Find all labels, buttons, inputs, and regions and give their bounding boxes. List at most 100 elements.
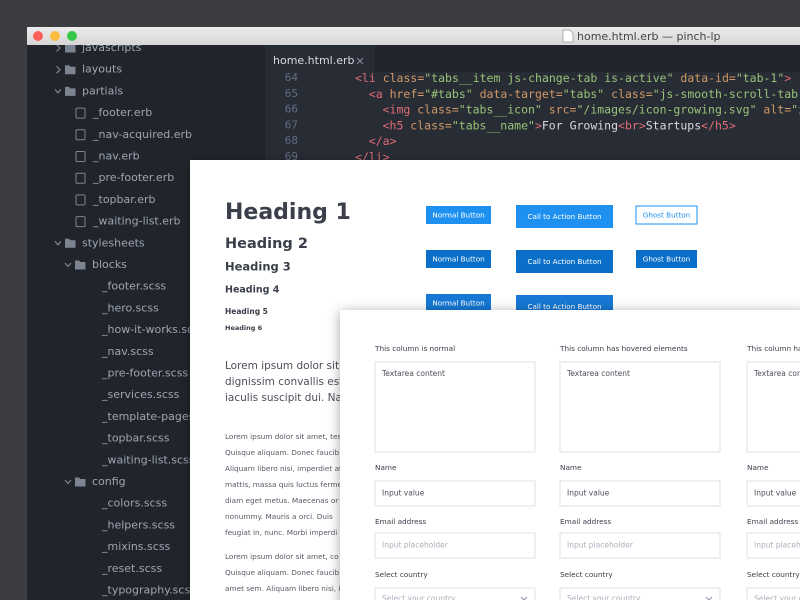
input[interactable] — [559, 532, 721, 559]
button-label[interactable]: Normal Button — [432, 255, 484, 264]
button[interactable] — [635, 205, 698, 225]
textarea[interactable] — [746, 361, 800, 453]
disclosure-arrow[interactable] — [64, 479, 72, 485]
code-token: class= — [403, 118, 452, 132]
file-name[interactable]: _nav.scss — [101, 345, 154, 358]
field-label: This column has — [746, 344, 800, 353]
select-placeholder[interactable]: Select your country — [567, 594, 641, 600]
button-label[interactable]: Ghost Button — [643, 255, 690, 264]
input[interactable] — [374, 532, 536, 559]
select[interactable] — [374, 587, 536, 600]
file-name[interactable]: _footer.erb — [92, 106, 152, 119]
form: This column is normal Textarea content Nam… — [374, 344, 800, 600]
tab[interactable] — [265, 45, 375, 72]
tab-label[interactable]: home.html.erb — [273, 54, 355, 67]
button[interactable] — [636, 250, 697, 268]
folder-name[interactable]: config — [92, 475, 126, 488]
code-area: 64 <li class="tabs__item js-change-tab is… — [285, 71, 800, 164]
file-name[interactable]: _waiting-list.erb — [92, 215, 181, 228]
disclosure-arrow[interactable] — [54, 89, 62, 94]
select[interactable] — [746, 587, 800, 600]
file-name[interactable]: _pre-footer.erb — [92, 171, 174, 184]
file-name[interactable]: _topbar.scss — [101, 432, 170, 445]
select[interactable] — [559, 587, 721, 600]
file-name[interactable]: _reset.scss — [101, 562, 162, 575]
input[interactable] — [746, 532, 800, 559]
select-placeholder[interactable]: Select your country — [754, 594, 800, 600]
minimize-button[interactable] — [50, 31, 60, 41]
document-icon — [562, 29, 574, 43]
open-folder-icon — [65, 238, 76, 248]
field-label: Email address — [375, 517, 426, 526]
button-label[interactable]: Call to Action Button — [527, 257, 601, 266]
code-token: href= — [383, 86, 425, 100]
window-title: home.html.erb — pinch-lp — [577, 30, 721, 43]
textarea[interactable] — [559, 361, 721, 453]
disclosure-arrow[interactable] — [56, 44, 61, 52]
input-placeholder[interactable]: Input placeholder — [754, 541, 800, 550]
body-line: Lorem ipsum dolor sit amet, tes — [225, 432, 342, 441]
input[interactable] — [374, 480, 536, 507]
textarea-text[interactable]: Textarea content — [381, 369, 445, 378]
file-icon — [75, 151, 86, 162]
button[interactable] — [426, 294, 491, 312]
input[interactable] — [746, 480, 800, 507]
file-icon — [75, 194, 86, 206]
folder-name[interactable]: partials — [82, 84, 123, 97]
button-label[interactable]: Normal Button — [432, 211, 484, 220]
file-name[interactable]: _nav.erb — [92, 150, 140, 163]
zoom-button[interactable] — [67, 31, 77, 41]
textarea[interactable] — [374, 361, 536, 453]
button[interactable] — [426, 250, 491, 268]
folder-name[interactable]: blocks — [92, 258, 127, 271]
file-name[interactable]: _services.scss — [101, 388, 180, 401]
body-line: Lorem ipsum dolor sit amet, co — [225, 552, 339, 561]
file-name[interactable]: _pre-footer.scss — [101, 367, 188, 380]
file-name[interactable]: _nav-acquired.erb — [92, 128, 192, 141]
input-value[interactable]: Input value — [382, 489, 425, 498]
line-number: 66 — [285, 103, 298, 116]
input[interactable] — [559, 480, 721, 507]
file-name[interactable]: _topbar.erb — [92, 193, 156, 206]
file-name[interactable]: _hero.scss — [101, 301, 159, 314]
input-placeholder[interactable]: Input placeholder — [567, 541, 634, 550]
button-label[interactable]: Ghost Button — [643, 211, 690, 220]
disclosure-arrow[interactable] — [54, 240, 62, 246]
code-token: class= — [410, 102, 459, 116]
button-label[interactable]: Call to Action Button — [527, 302, 601, 311]
button[interactable] — [516, 250, 613, 273]
field-label: Email address — [560, 517, 611, 526]
file-name[interactable]: _helpers.scss — [101, 518, 175, 531]
file-name[interactable]: _typography.scss — [101, 584, 196, 597]
file-name[interactable]: _colors.scss — [101, 497, 167, 510]
file-name[interactable]: _how-it-works.scss — [101, 323, 205, 336]
select-placeholder[interactable]: Select your country — [382, 594, 456, 600]
disclosure-arrow[interactable] — [56, 65, 61, 74]
file-name[interactable]: _waiting-list.scss — [101, 453, 195, 466]
folder-name[interactable]: layouts — [82, 63, 122, 76]
folder-name[interactable]: stylesheets — [82, 236, 145, 249]
textarea-text[interactable]: Textarea content — [566, 369, 630, 378]
code-line: <li class="tabs__item js-change-tab is-a… — [355, 71, 791, 85]
code-token: alt= — [757, 102, 792, 116]
code-line: <img class="tabs__icon" src="/images/ico… — [383, 102, 800, 116]
code-token: <h5 — [383, 118, 404, 132]
heading: Heading 3 — [225, 260, 291, 274]
input-placeholder[interactable]: Input placeholder — [382, 541, 449, 550]
disclosure-arrow[interactable] — [64, 262, 72, 268]
input-value[interactable]: Input value — [754, 489, 797, 498]
button[interactable] — [426, 206, 491, 224]
file-name[interactable]: _footer.scss — [101, 280, 166, 293]
code-token: "tabs__name" — [452, 118, 535, 132]
input-value[interactable]: Input value — [567, 489, 610, 498]
button-label[interactable]: Normal Button — [432, 299, 484, 308]
button[interactable] — [516, 205, 613, 228]
tab-close[interactable] — [356, 57, 364, 65]
textarea-text[interactable]: Textarea content — [753, 369, 800, 378]
file-name[interactable]: _mixins.scss — [101, 540, 171, 553]
close-button[interactable] — [33, 31, 43, 41]
file-icon — [75, 129, 86, 141]
button-label[interactable]: Call to Action Button — [527, 212, 601, 221]
code-line: </a> — [369, 134, 397, 148]
